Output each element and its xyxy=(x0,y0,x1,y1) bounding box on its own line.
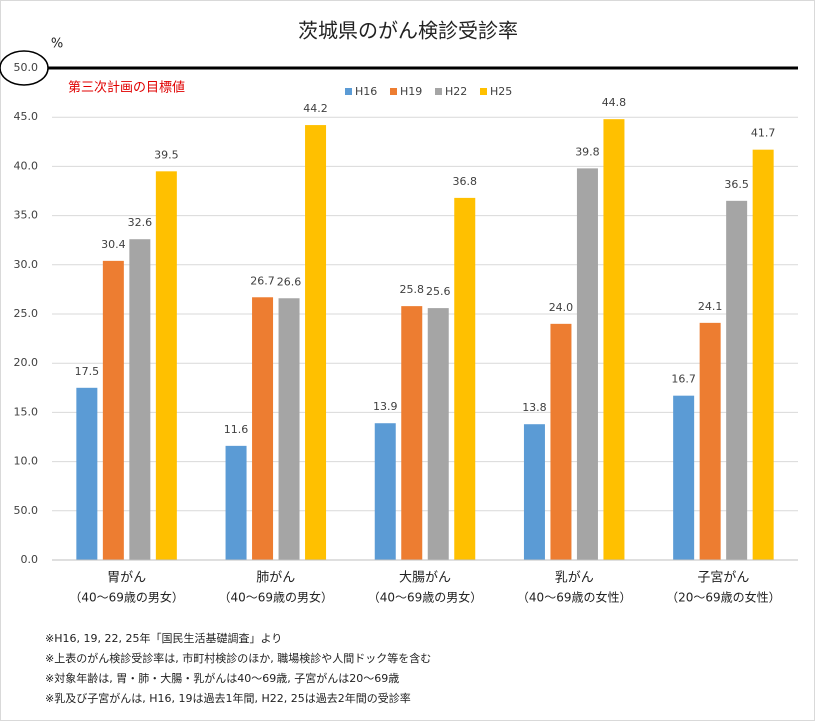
legend-label: H16 xyxy=(355,85,377,98)
bar xyxy=(374,423,396,560)
data-label: 39.5 xyxy=(154,148,179,161)
footnote: ※乳及び子宮がんは, H16, 19は過去1年間, H22, 25は過去2年間の… xyxy=(45,691,411,705)
bar xyxy=(699,322,721,560)
bar xyxy=(305,125,327,561)
legend-swatch xyxy=(390,88,397,95)
data-label: 26.7 xyxy=(250,274,275,287)
bar xyxy=(76,387,98,560)
target-label: 第三次計画の目標値 xyxy=(68,80,185,96)
footnote: ※H16, 19, 22, 25年「国民生活基礎調査」より xyxy=(45,631,282,645)
x-tick-note: （20～69歳の女性） xyxy=(666,590,781,605)
x-tick-note: （40～69歳の男女） xyxy=(219,590,334,605)
y-tick-label: 25.0 xyxy=(14,307,39,320)
legend-label: H25 xyxy=(490,85,512,98)
y-tick-label: 0.0 xyxy=(21,553,39,566)
data-label: 16.7 xyxy=(671,373,696,386)
bar xyxy=(225,445,247,560)
bar xyxy=(523,424,545,560)
footnote: ※対象年齢は, 胃・肺・大腸・乳がんは40～69歳, 子宮がんは20～69歳 xyxy=(45,671,399,685)
bar xyxy=(401,306,423,560)
y-tick-label: 50.0 xyxy=(14,61,39,74)
chart-title: 茨城県のがん検診受診率 xyxy=(298,19,518,43)
y-tick-label: 40.0 xyxy=(14,159,39,172)
x-tick-label: 乳がん xyxy=(555,571,594,586)
bar xyxy=(427,308,449,560)
bar xyxy=(726,200,748,560)
bar xyxy=(102,260,124,560)
bar xyxy=(129,239,151,560)
data-label: 11.6 xyxy=(224,423,249,436)
data-label: 36.5 xyxy=(724,178,749,191)
bar xyxy=(576,168,598,561)
x-tick-note: （40～69歳の男女） xyxy=(368,590,483,605)
x-tick-label: 胃がん xyxy=(107,571,146,586)
data-label: 26.6 xyxy=(277,275,302,288)
x-tick-note: （40～69歳の男女） xyxy=(69,590,184,605)
data-label: 24.0 xyxy=(549,301,574,314)
legend-swatch xyxy=(480,88,487,95)
data-label: 30.4 xyxy=(101,238,126,251)
bar xyxy=(752,149,774,560)
data-label: 13.9 xyxy=(373,400,398,413)
data-label: 36.8 xyxy=(453,175,478,188)
legend-label: H19 xyxy=(400,85,422,98)
bar xyxy=(603,119,625,560)
y-tick-label: 20.0 xyxy=(14,356,39,369)
x-tick-label: 肺がん xyxy=(256,571,295,586)
y-tick-label: 30.0 xyxy=(14,258,39,271)
x-tick-note: （40～69歳の女性） xyxy=(517,590,632,605)
data-label: 32.6 xyxy=(128,216,153,229)
bar xyxy=(278,298,300,560)
y-tick-label: 35.0 xyxy=(14,209,39,222)
y-tick-label: 45.0 xyxy=(14,110,39,123)
data-label: 25.8 xyxy=(400,283,425,296)
data-label: 17.5 xyxy=(75,365,100,378)
y-tick-label: 10.0 xyxy=(14,455,39,468)
bar xyxy=(673,395,695,560)
y-tick-label: 50.0 xyxy=(14,504,39,517)
bar xyxy=(454,197,476,560)
data-label: 39.8 xyxy=(575,145,600,158)
legend-label: H22 xyxy=(445,85,467,98)
footnote: ※上表のがん検診受診率は, 市町村検診のほか, 職場検診や人間ドック等を含む xyxy=(45,651,431,665)
bar xyxy=(550,323,572,560)
data-label: 41.7 xyxy=(751,127,776,140)
legend-swatch xyxy=(345,88,352,95)
data-label: 24.1 xyxy=(698,300,723,313)
x-tick-label: 大腸がん xyxy=(399,571,451,586)
data-label: 25.6 xyxy=(426,285,451,298)
y-tick-label: 15.0 xyxy=(14,405,39,418)
bar xyxy=(155,171,177,560)
legend-swatch xyxy=(435,88,442,95)
bar xyxy=(252,297,274,560)
data-label: 13.8 xyxy=(522,401,547,414)
data-label: 44.2 xyxy=(303,102,328,115)
y-unit: % xyxy=(51,37,63,52)
x-tick-label: 子宮がん xyxy=(697,570,749,586)
data-label: 44.8 xyxy=(602,96,627,109)
